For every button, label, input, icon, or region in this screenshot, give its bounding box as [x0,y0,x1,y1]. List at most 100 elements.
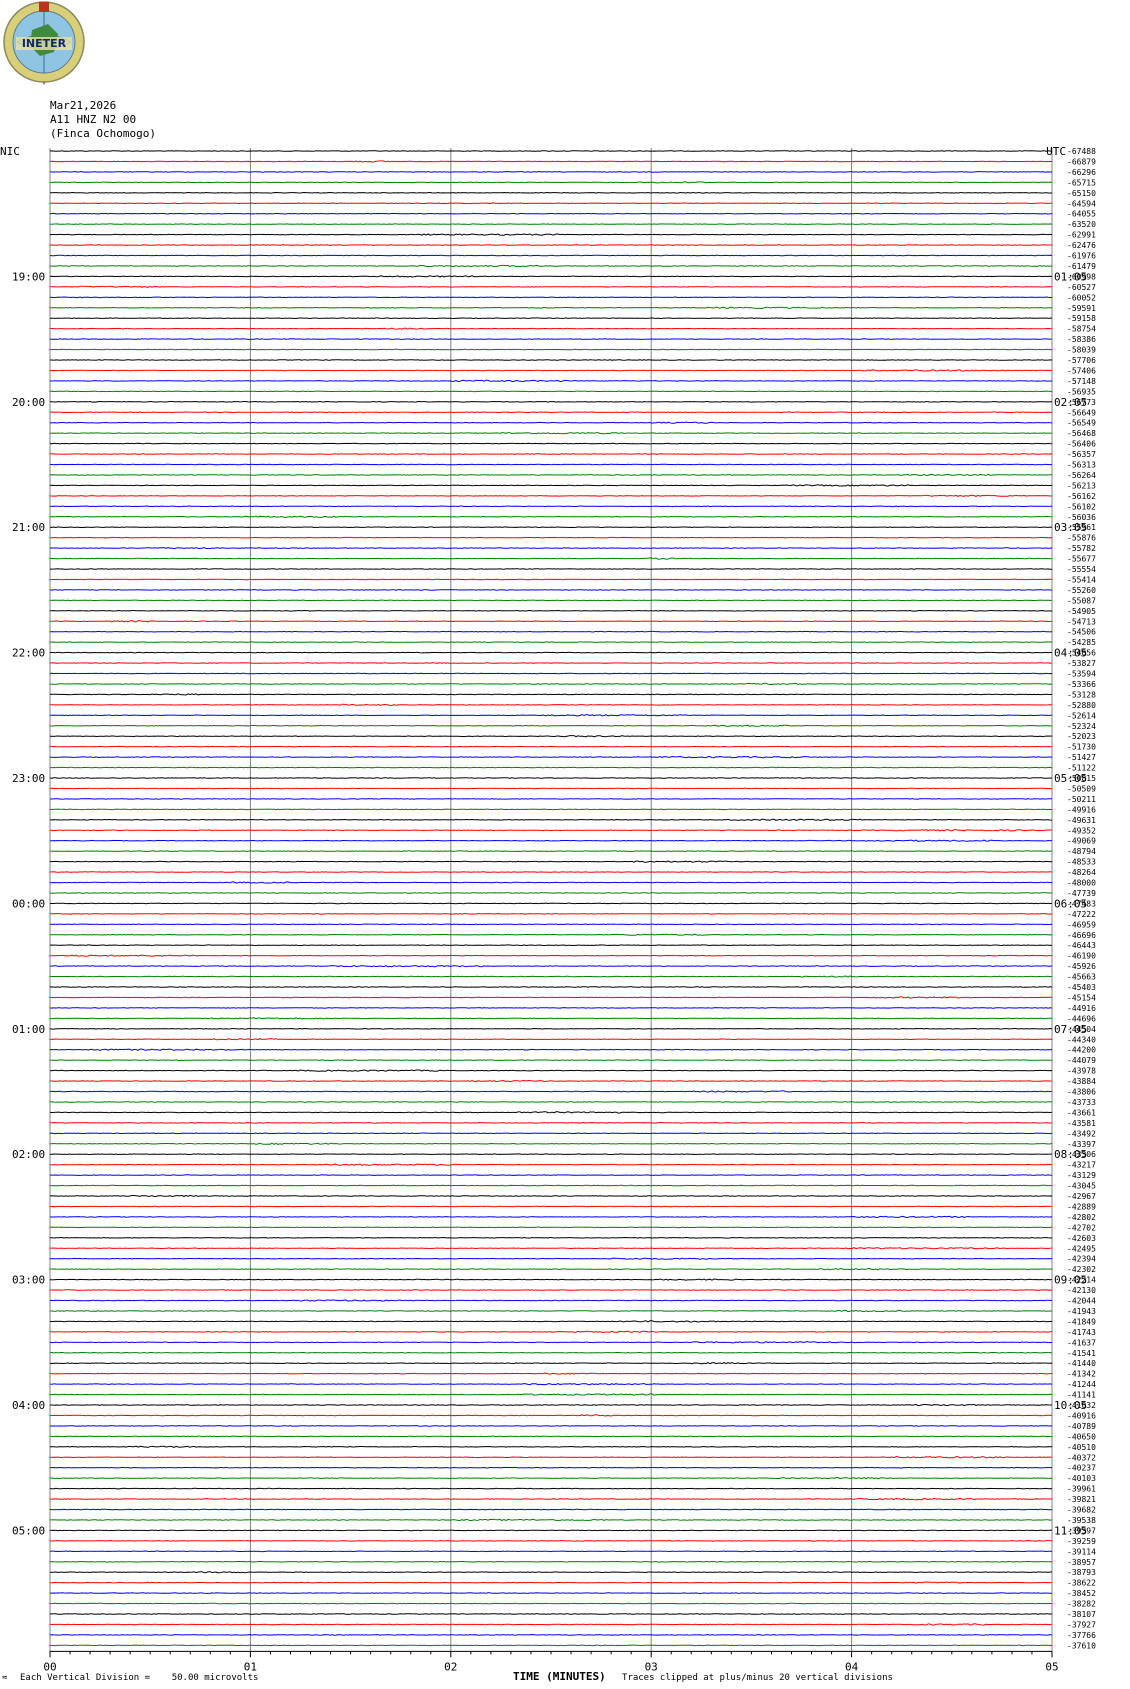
seismic-trace [49,1435,1053,1438]
seismic-trace [49,724,1053,727]
trace-offset-label: -53594 [1067,670,1096,679]
seismic-trace [49,662,1053,664]
trace-offset-label: -45403 [1067,983,1096,992]
seismic-trace [49,1153,1053,1156]
trace-offset-label: -56313 [1067,461,1096,470]
seismic-trace [49,1132,1053,1135]
clip-note: Traces clipped at plus/minus 20 vertical… [622,1673,893,1683]
trace-offset-label: -65715 [1067,178,1096,187]
seismic-trace [49,223,1053,225]
logo-text: INETER [22,37,67,50]
trace-offset-label: -66296 [1067,168,1096,177]
seismic-trace [49,871,1053,873]
trace-offset-label: -43733 [1067,1098,1096,1107]
trace-offset-label: -40789 [1067,1422,1096,1431]
seismic-trace [50,1592,1052,1594]
trace-offset-label: -46443 [1067,941,1096,950]
trace-offset-label: -38622 [1067,1579,1096,1588]
trace-offset-label: -45663 [1067,973,1096,982]
seismic-trace [49,1257,1053,1260]
trace-offset-label: -52880 [1067,701,1096,710]
left-timezone-label: NIC [0,145,20,158]
trace-offset-label: -46959 [1067,920,1096,929]
trace-offset-label: -56406 [1067,440,1096,449]
trace-offset-label: -41743 [1067,1328,1096,1337]
seismic-trace [49,1644,1053,1647]
scale-note: Each Vertical Division = 50.00 microvolt… [20,1673,259,1683]
seismic-trace [49,1382,1053,1386]
hour-label-right: 10:05 [1054,1399,1087,1412]
seismic-trace [50,1529,1053,1532]
channel-id: A11 HNZ N2 00 [50,113,137,126]
trace-offset-label: -47483 [1067,899,1096,908]
seismic-trace [49,1351,1053,1354]
seismic-trace [49,1466,1053,1469]
seismic-trace [49,818,1053,821]
seismic-trace [49,599,1053,602]
trace-offset-label: -57406 [1067,366,1096,375]
seismic-trace [49,557,1053,560]
seismic-trace [49,369,1053,372]
trace-offset-label: -40103 [1067,1474,1096,1483]
x-axis-title: TIME (MINUTES) [513,1670,606,1683]
seismic-trace [49,787,1053,790]
seismic-trace [49,1445,1053,1448]
trace-offset-label: -42702 [1067,1223,1096,1232]
seismic-trace [50,1289,1053,1291]
seismic-trace [49,202,1053,205]
seismic-trace [49,1059,1052,1061]
seismic-trace [49,766,1053,769]
trace-offset-label: -49352 [1067,826,1096,835]
hour-label-left: 01:00 [12,1023,45,1036]
trace-offset-label: -56357 [1067,450,1096,459]
seismic-trace [49,390,1053,393]
trace-offset-label: -39682 [1067,1506,1096,1515]
seismic-trace [49,327,1053,330]
seismic-trace [49,296,1052,299]
trace-offset-label: -43978 [1067,1067,1096,1076]
seismic-trace [49,1163,1053,1166]
seismic-trace [49,693,1053,696]
trace-offset-label: -44079 [1067,1056,1096,1065]
seismic-trace [49,1320,1053,1323]
trace-offset-label: -43661 [1067,1108,1096,1117]
right-timezone-label: UTC [1046,145,1066,158]
seismic-trace [49,630,1053,633]
trace-offset-label: -53827 [1067,659,1096,668]
record-date: Mar21,2026 [50,99,117,112]
trace-offset-label: -42802 [1067,1213,1096,1222]
seismic-trace [49,839,1053,842]
hour-label-right: 09:05 [1054,1274,1087,1287]
trace-offset-label: -56935 [1067,387,1096,396]
seismic-trace [50,735,1053,738]
seismic-trace [49,578,1053,581]
trace-offset-label: -49069 [1067,837,1096,846]
hour-label-left: 05:00 [12,1524,45,1537]
trace-offset-label: -54713 [1067,617,1096,626]
seismic-trace [50,714,1053,717]
trace-offset-label: -58386 [1067,335,1096,344]
trace-offset-label: -50815 [1067,774,1096,783]
seismic-trace [49,651,1053,654]
trace-offset-label: -46696 [1067,931,1096,940]
seismic-trace [49,1508,1053,1511]
trace-offset-label: -52324 [1067,722,1096,731]
seismic-trace [49,1497,1053,1501]
trace-offset-label: -54285 [1067,638,1096,647]
seismic-trace [49,1581,1053,1584]
seismic-trace [49,1205,1053,1208]
trace-offset-label: -41244 [1067,1380,1096,1389]
trace-offset-label: -37610 [1067,1641,1096,1650]
trace-offset-label: -42130 [1067,1286,1096,1295]
hour-label-right: 03:05 [1054,521,1087,534]
trace-offset-label: -49916 [1067,805,1096,814]
seismic-trace [50,191,1052,194]
hour-label-left: 20:00 [12,396,45,409]
trace-offset-label: -42044 [1067,1297,1096,1306]
trace-offset-label: -42394 [1067,1255,1096,1264]
seismic-trace [49,1623,1053,1626]
hour-label-left: 02:00 [12,1148,45,1161]
seismic-trace [49,306,1053,309]
trace-offset-label: -64055 [1067,210,1096,219]
